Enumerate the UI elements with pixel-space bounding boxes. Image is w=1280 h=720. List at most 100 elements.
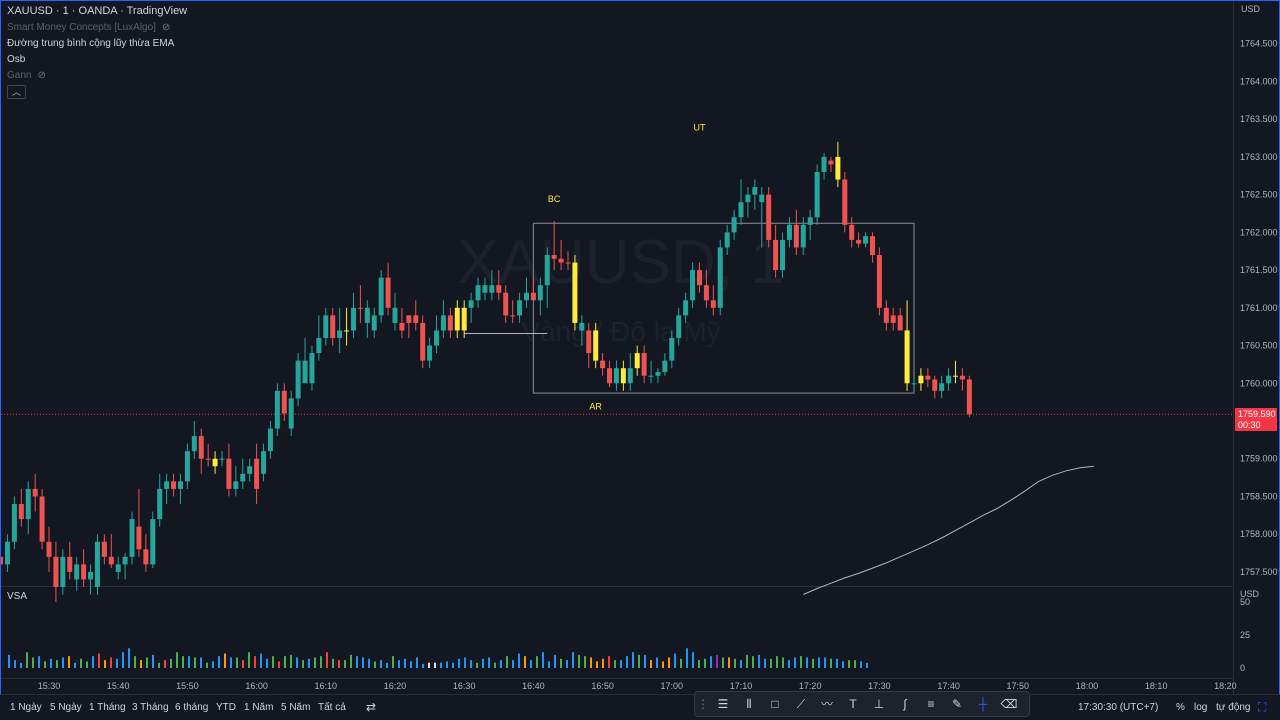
candle-body <box>959 375 965 380</box>
volume-bar <box>80 658 82 668</box>
x-tick-label: 17:30 <box>868 681 891 691</box>
vsa-title[interactable]: VSA <box>7 591 27 603</box>
volume-bar <box>158 662 160 668</box>
y-tick-label: 1762.000 <box>1240 227 1278 237</box>
chevron-up-icon[interactable]: ︿ <box>7 85 26 99</box>
indicator-smc[interactable]: Smart Money Concepts [LuxAlgo] ⊘ <box>7 22 170 34</box>
volume-bar <box>104 660 106 668</box>
volume-bar <box>152 654 154 668</box>
volume-bar <box>14 660 16 668</box>
range-all[interactable]: Tất cả <box>318 702 346 713</box>
highlighter-icon[interactable]: ✎ <box>951 697 963 711</box>
volume-bar <box>176 652 178 668</box>
volume-bar <box>122 652 124 668</box>
vsa-label: VSA <box>7 591 28 602</box>
indicator-osb[interactable]: Osb <box>7 54 25 66</box>
clock[interactable]: 17:30:30 (UTC+7) <box>1078 702 1159 713</box>
volume-bar <box>470 660 472 668</box>
volume-bar <box>74 662 76 668</box>
volume-bar <box>170 658 172 668</box>
candles-icon[interactable]: ⫴ <box>746 697 752 711</box>
rectangle-icon[interactable]: □ <box>771 697 779 711</box>
candle-body <box>468 300 474 308</box>
price-chart[interactable]: XAUUSD, 1 Vàng / Đô la Mỹ 1764.500 1764.000… <box>1 1 1280 695</box>
candle-body <box>53 556 59 587</box>
indicator-gann[interactable]: Gann ⊘ <box>7 70 46 82</box>
candle-body <box>863 236 869 244</box>
range-5d[interactable]: 5 Ngày <box>50 702 82 713</box>
volume-bar <box>236 657 238 668</box>
candle-body <box>226 458 232 489</box>
bar-pattern-icon[interactable]: ☰ <box>717 697 729 711</box>
volume-bar <box>710 656 712 668</box>
volume-bar <box>524 656 526 668</box>
range-1d[interactable]: 1 Ngày <box>10 702 42 713</box>
volume-bar <box>716 654 718 668</box>
volume-bar <box>476 662 478 668</box>
volume-bar <box>620 660 622 668</box>
crosshair-icon[interactable]: ┼ <box>978 697 988 711</box>
eye-off-icon[interactable]: ⊘ <box>37 70 46 81</box>
wyckoff-label: BC <box>548 194 561 204</box>
x-tick-label: 17:20 <box>799 681 822 691</box>
candle-body <box>371 315 377 331</box>
candle-body <box>593 330 599 361</box>
volume-bar <box>116 658 118 668</box>
volume-bar <box>740 660 742 668</box>
volume-bar <box>8 654 10 668</box>
percent-toggle[interactable]: % <box>1176 702 1185 713</box>
candle-body <box>641 353 647 376</box>
range-6m[interactable]: 6 tháng <box>175 702 209 713</box>
candle-body <box>357 307 363 309</box>
volume-bar <box>254 656 256 668</box>
trendline-icon[interactable]: ⟋ <box>796 697 806 711</box>
brush-icon[interactable]: ∫ <box>903 697 907 711</box>
volume-bar <box>422 664 424 668</box>
calendar-range-icon[interactable]: ⇄ <box>366 700 377 714</box>
candle-body <box>219 458 225 460</box>
candle-body <box>613 368 619 384</box>
volume-bar <box>200 657 202 668</box>
range-1m[interactable]: 1 Tháng <box>89 702 126 713</box>
x-tick-label: 16:30 <box>453 681 476 691</box>
drag-handle-icon[interactable]: ⋮ <box>697 697 709 711</box>
volume-bar <box>584 656 586 668</box>
volume-bar <box>278 661 280 668</box>
log-toggle[interactable]: log <box>1194 702 1208 713</box>
volume-bar <box>452 662 454 668</box>
y-tick-label: 1763.000 <box>1240 152 1278 162</box>
eraser-icon[interactable]: ⌫ <box>1000 697 1018 711</box>
volume-bar <box>314 657 316 668</box>
y-tick-label: 1758.000 <box>1240 529 1278 539</box>
path-icon[interactable]: 〰 <box>820 697 833 711</box>
pin-icon[interactable]: ⊥ <box>873 697 885 711</box>
range-5y[interactable]: 5 Năm <box>281 702 311 713</box>
indicator-ema[interactable]: Đường trung bình cộng lũy thừa EMA <box>7 38 174 50</box>
range-ytd[interactable]: YTD <box>216 702 236 713</box>
currency-label[interactable]: USD <box>1241 4 1261 14</box>
eye-off-icon[interactable]: ⊘ <box>161 22 171 33</box>
text-icon[interactable]: T <box>849 697 857 711</box>
symbol-title[interactable]: XAUUSD · 1 · OANDA · TradingView <box>7 5 187 18</box>
y-tick-label: 1762.500 <box>1240 190 1278 200</box>
volume-bar <box>650 660 652 668</box>
candle-body <box>558 258 564 263</box>
range-3m[interactable]: 3 Tháng <box>132 702 169 713</box>
candles-group <box>1 141 972 603</box>
fullscreen-icon[interactable]: ⛶ <box>1258 700 1267 714</box>
fib-icon[interactable]: ≡ <box>927 697 935 711</box>
candle-body <box>1 556 4 565</box>
candle-body <box>406 315 412 323</box>
volume-bar <box>302 660 304 668</box>
candle-body <box>39 496 45 542</box>
candle-body <box>184 451 190 482</box>
candle-body <box>337 330 343 338</box>
range-1y[interactable]: 1 Năm <box>244 702 274 713</box>
auto-toggle[interactable]: tự động <box>1216 702 1251 713</box>
volume-bar <box>164 660 166 668</box>
volume-bar <box>572 652 574 668</box>
candle-body <box>523 292 529 301</box>
volume-bar <box>608 656 610 668</box>
volume-bar <box>68 656 70 668</box>
